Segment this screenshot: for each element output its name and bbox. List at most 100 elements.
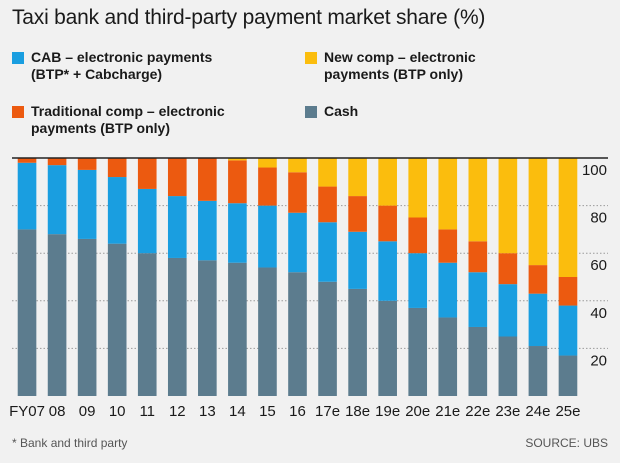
bar-segment-cab: [528, 293, 548, 347]
bar-segment-newcomp: [228, 158, 247, 161]
bar-segment-trad: [468, 241, 488, 273]
bar-segment-cash: [408, 307, 428, 396]
bar-segment-cash: [348, 288, 367, 396]
x-tick-label: 09: [79, 403, 96, 420]
bar-segment-cash: [137, 253, 157, 396]
bar-segment-newcomp: [258, 158, 277, 168]
bar-segment-cash: [228, 262, 247, 396]
bar-segment-cash: [378, 300, 397, 396]
x-tick-label: 08: [49, 403, 66, 420]
bar-segment-cab: [17, 162, 37, 230]
bar-segment-cab: [558, 305, 578, 356]
x-tick-label: 14: [229, 403, 246, 420]
x-tick-label: 12: [169, 403, 186, 420]
legend-swatch-trad: [12, 106, 24, 118]
bar-segment-cab: [198, 200, 217, 261]
bar-segment-trad: [17, 158, 37, 163]
bar-segment-newcomp: [498, 158, 518, 254]
bar-segment-trad: [228, 160, 247, 204]
x-tick-label: 20e: [405, 403, 430, 420]
bar-segment-trad: [77, 158, 97, 170]
bar-segment-cab: [468, 272, 488, 327]
y-tick-label: 80: [590, 210, 607, 227]
bar-segment-cab: [288, 212, 307, 273]
bar-segment-cash: [558, 355, 578, 396]
x-tick-label: 24e: [525, 403, 550, 420]
legend-label-cab: CAB – electronic payments (BTP* + Cabcha…: [31, 49, 213, 82]
x-tick-label: 19e: [375, 403, 400, 420]
bar-segment-newcomp: [408, 158, 428, 218]
bar-segment-trad: [258, 167, 277, 206]
legend-swatch-cash: [305, 106, 317, 118]
y-tick-label: 40: [590, 305, 607, 322]
chart-title: Taxi bank and third-party payment market…: [12, 6, 486, 29]
bar-segment-trad: [137, 158, 157, 189]
x-tick-label: 23e: [495, 403, 520, 420]
bar-segment-cash: [528, 346, 548, 396]
legend-item-newcomp: New comp – electronic payments (BTP only…: [305, 49, 476, 83]
bar-segment-trad: [408, 217, 428, 254]
y-tick-label: 20: [590, 352, 607, 369]
x-tick-label: 22e: [465, 403, 490, 420]
source-note: SOURCE: UBS: [525, 436, 608, 450]
bar-segment-trad: [558, 277, 578, 306]
x-tick-label: 25e: [555, 403, 580, 420]
bar-segment-cab: [167, 196, 187, 258]
bar-segment-newcomp: [288, 158, 307, 173]
x-tick-label: FY07: [9, 403, 45, 420]
bar-segment-newcomp: [348, 158, 367, 197]
bar-segment-cab: [498, 284, 518, 337]
bar-segment-newcomp: [438, 158, 458, 230]
bar-segment-cash: [198, 260, 217, 396]
bar-segment-cab: [438, 262, 458, 318]
bar-segment-cab: [47, 165, 67, 235]
x-tick-label: 10: [109, 403, 126, 420]
bar-segment-cash: [167, 257, 187, 396]
bar-segment-trad: [198, 158, 217, 201]
bar-segment-cash: [438, 317, 458, 396]
bar-segment-cab: [318, 222, 337, 282]
bar-segment-cab: [378, 241, 397, 301]
bar-segment-trad: [47, 158, 67, 166]
bar-segment-trad: [378, 205, 397, 242]
legend-swatch-cab: [12, 52, 24, 64]
bar-segment-cab: [348, 231, 367, 289]
bar-segment-cash: [498, 336, 518, 396]
bar-segment-trad: [167, 158, 187, 197]
y-tick-label: 100: [582, 162, 607, 179]
legend-label-cash: Cash: [324, 103, 359, 119]
y-tick-label: 60: [590, 257, 607, 274]
bar-segment-trad: [107, 158, 127, 178]
bar-segment-newcomp: [378, 158, 397, 206]
legend-swatch-newcomp: [305, 52, 317, 64]
legend-item-cab: CAB – electronic payments (BTP* + Cabcha…: [12, 49, 212, 83]
bar-segment-cash: [468, 326, 488, 396]
x-tick-label: 18e: [345, 403, 370, 420]
bar-segment-trad: [318, 186, 337, 223]
bar-segment-cash: [77, 238, 97, 396]
x-tick-label: 15: [259, 403, 276, 420]
bar-segment-trad: [438, 229, 458, 263]
bar-segment-cab: [258, 205, 277, 268]
bar-segment-cash: [258, 267, 277, 396]
bar-segment-cash: [17, 229, 37, 396]
bar-segment-cash: [107, 243, 127, 396]
bar-segment-cash: [288, 272, 307, 396]
bar-segment-cab: [107, 177, 127, 244]
x-tick-label: 17e: [315, 403, 340, 420]
legend-item-trad: Traditional comp – electronic payments (…: [12, 103, 225, 137]
x-tick-label: 16: [289, 403, 306, 420]
legend-item-cash: Cash: [305, 103, 358, 120]
x-tick-label: 21e: [435, 403, 460, 420]
x-tick-label: 11: [139, 403, 155, 420]
bar-segment-cash: [318, 281, 337, 396]
footnote: * Bank and third party: [12, 436, 128, 450]
bar-segment-cab: [408, 253, 428, 308]
bar-segment-newcomp: [558, 158, 578, 277]
bar-segment-cab: [228, 203, 247, 263]
legend-label-trad: Traditional comp – electronic payments (…: [31, 103, 225, 136]
bar-segment-cash: [47, 234, 67, 396]
bar-segment-cab: [137, 188, 157, 254]
x-tick-label: 13: [199, 403, 216, 420]
bar-segment-newcomp: [468, 158, 488, 242]
